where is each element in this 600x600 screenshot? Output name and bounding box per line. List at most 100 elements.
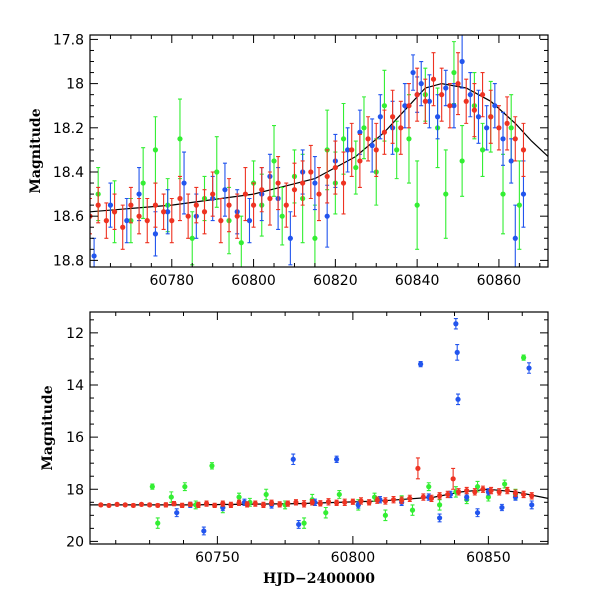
- bottom-series-2-point: [317, 500, 323, 506]
- top-series-1-point: [459, 58, 465, 65]
- bottom-series-2-point: [155, 502, 161, 509]
- bottom-series-2-point: [455, 489, 462, 495]
- bottom-series-2: [98, 457, 535, 509]
- bottom-series-0-point: [521, 355, 527, 361]
- bottom-series-2-point: [138, 501, 145, 507]
- top-x-tick-label: 60800: [231, 273, 276, 289]
- top-series-1-point: [475, 114, 482, 120]
- top-series-1-point: [500, 136, 506, 142]
- bottom-panel: 60750 60800 60850 12 14 16 18 20 Magnitude HJD−…: [40, 311, 549, 587]
- bottom-series-2-point: [488, 487, 494, 494]
- bottom-series-2-point: [325, 499, 332, 505]
- top-series-0-point: [443, 191, 449, 197]
- top-series-2-point: [414, 92, 420, 98]
- bottom-series-1-point: [436, 515, 443, 521]
- top-series-1-point: [426, 98, 433, 104]
- top-series-2-point: [103, 218, 109, 224]
- top-series-2-point: [161, 209, 167, 215]
- top-series-1-point: [467, 92, 473, 98]
- top-series-1-point: [287, 235, 293, 241]
- bottom-series-2-point: [203, 500, 210, 507]
- top-series-2-point: [234, 213, 240, 219]
- top-series-1-point: [324, 213, 330, 219]
- top-series-1-point: [377, 114, 383, 120]
- top-series-2-point: [169, 218, 175, 224]
- top-series-2-point: [455, 81, 461, 87]
- bottom-series-2-point: [358, 498, 364, 504]
- top-series-2-point: [120, 224, 126, 230]
- bottom-series-2-point: [445, 491, 451, 498]
- top-series-1-point: [136, 191, 142, 197]
- bottom-series-1-point: [296, 521, 302, 528]
- bottom-y-tick-label: 16: [66, 430, 84, 446]
- top-series-0-point: [238, 240, 244, 246]
- top-series-2-point: [447, 103, 453, 109]
- top-series-1-point: [357, 129, 363, 135]
- top-series-1-point: [508, 158, 514, 164]
- bottom-series-2-point: [390, 497, 397, 503]
- bottom-series-2-point: [260, 502, 267, 508]
- top-series-2-point: [512, 136, 518, 142]
- bottom-x-tick-label: 60800: [331, 550, 376, 566]
- bottom-series-2-point: [277, 501, 283, 507]
- top-series-2-point: [283, 202, 289, 208]
- bottom-series-0-point: [382, 512, 388, 518]
- top-series-0-point: [406, 136, 412, 142]
- top-series-2-point: [128, 202, 134, 208]
- top-series-1-point: [402, 103, 408, 109]
- bottom-series-2-point: [420, 494, 426, 500]
- top-series-2-point: [242, 191, 248, 197]
- top-series-0-point: [414, 202, 420, 208]
- top-series-2-point: [381, 129, 388, 135]
- top-series-1: [91, 35, 527, 267]
- bottom-series-2-point: [350, 499, 356, 505]
- top-series-1-point: [345, 147, 351, 153]
- top-series-1-point: [410, 69, 416, 76]
- top-series-2-errorbar: [90, 197, 92, 235]
- bottom-series-1-point: [201, 528, 207, 534]
- top-x-tick-label: 60840: [395, 273, 440, 289]
- bottom-series-0-point: [209, 463, 215, 469]
- bottom-series-2-point: [334, 500, 340, 506]
- bottom-series-0-point: [301, 520, 307, 526]
- top-series-1-point: [246, 218, 253, 224]
- top-series-1-point: [152, 231, 159, 237]
- top-series-2-point: [95, 202, 101, 208]
- top-y-tick-label: 18.8: [53, 253, 84, 269]
- top-series-0-point: [516, 202, 522, 208]
- top-series-2-point: [349, 147, 355, 153]
- bottom-series-1-point: [418, 361, 424, 367]
- top-y-tick-label: 17.8: [53, 32, 84, 48]
- bottom-series-0-point: [323, 510, 329, 516]
- top-series-2-point: [300, 180, 306, 186]
- bottom-series-2-point: [415, 465, 421, 472]
- bottom-series-2-point: [407, 495, 413, 501]
- top-series-2-point: [471, 107, 477, 113]
- top-series-0-point: [140, 180, 146, 186]
- top-series-2-point: [185, 213, 191, 219]
- top-y-tick-label: 18: [66, 77, 84, 93]
- bottom-y-axis-label: Magnitude: [40, 385, 56, 470]
- top-series-2-point: [111, 209, 118, 215]
- top-series-0-point: [381, 103, 388, 109]
- top-series-0-point: [271, 158, 277, 164]
- top-series-2: [90, 52, 527, 250]
- bottom-series-0-point: [409, 507, 416, 513]
- bottom-series-1-point: [526, 365, 532, 371]
- top-series-1-point: [312, 180, 318, 186]
- top-data-layer: [90, 35, 548, 267]
- bottom-series-2-point: [268, 500, 275, 506]
- top-series-1-point: [124, 218, 130, 224]
- top-series-2-point: [406, 103, 412, 109]
- top-series-0-point: [312, 235, 318, 241]
- bottom-series-2-point: [252, 500, 258, 507]
- top-ticks: 60780 60800 60820 60840 60860 17.8 18 18.2 18.4 1…: [53, 32, 548, 289]
- bottom-ticks: 60750 60800 60850 12 14 16 18 20: [66, 312, 548, 566]
- bottom-series-2-point: [496, 489, 502, 495]
- top-series-1-point: [91, 253, 97, 259]
- top-series-2-point: [390, 114, 396, 120]
- top-series-1-point: [492, 103, 498, 109]
- bottom-series-2-point: [179, 502, 185, 509]
- top-series-2-point: [201, 209, 208, 215]
